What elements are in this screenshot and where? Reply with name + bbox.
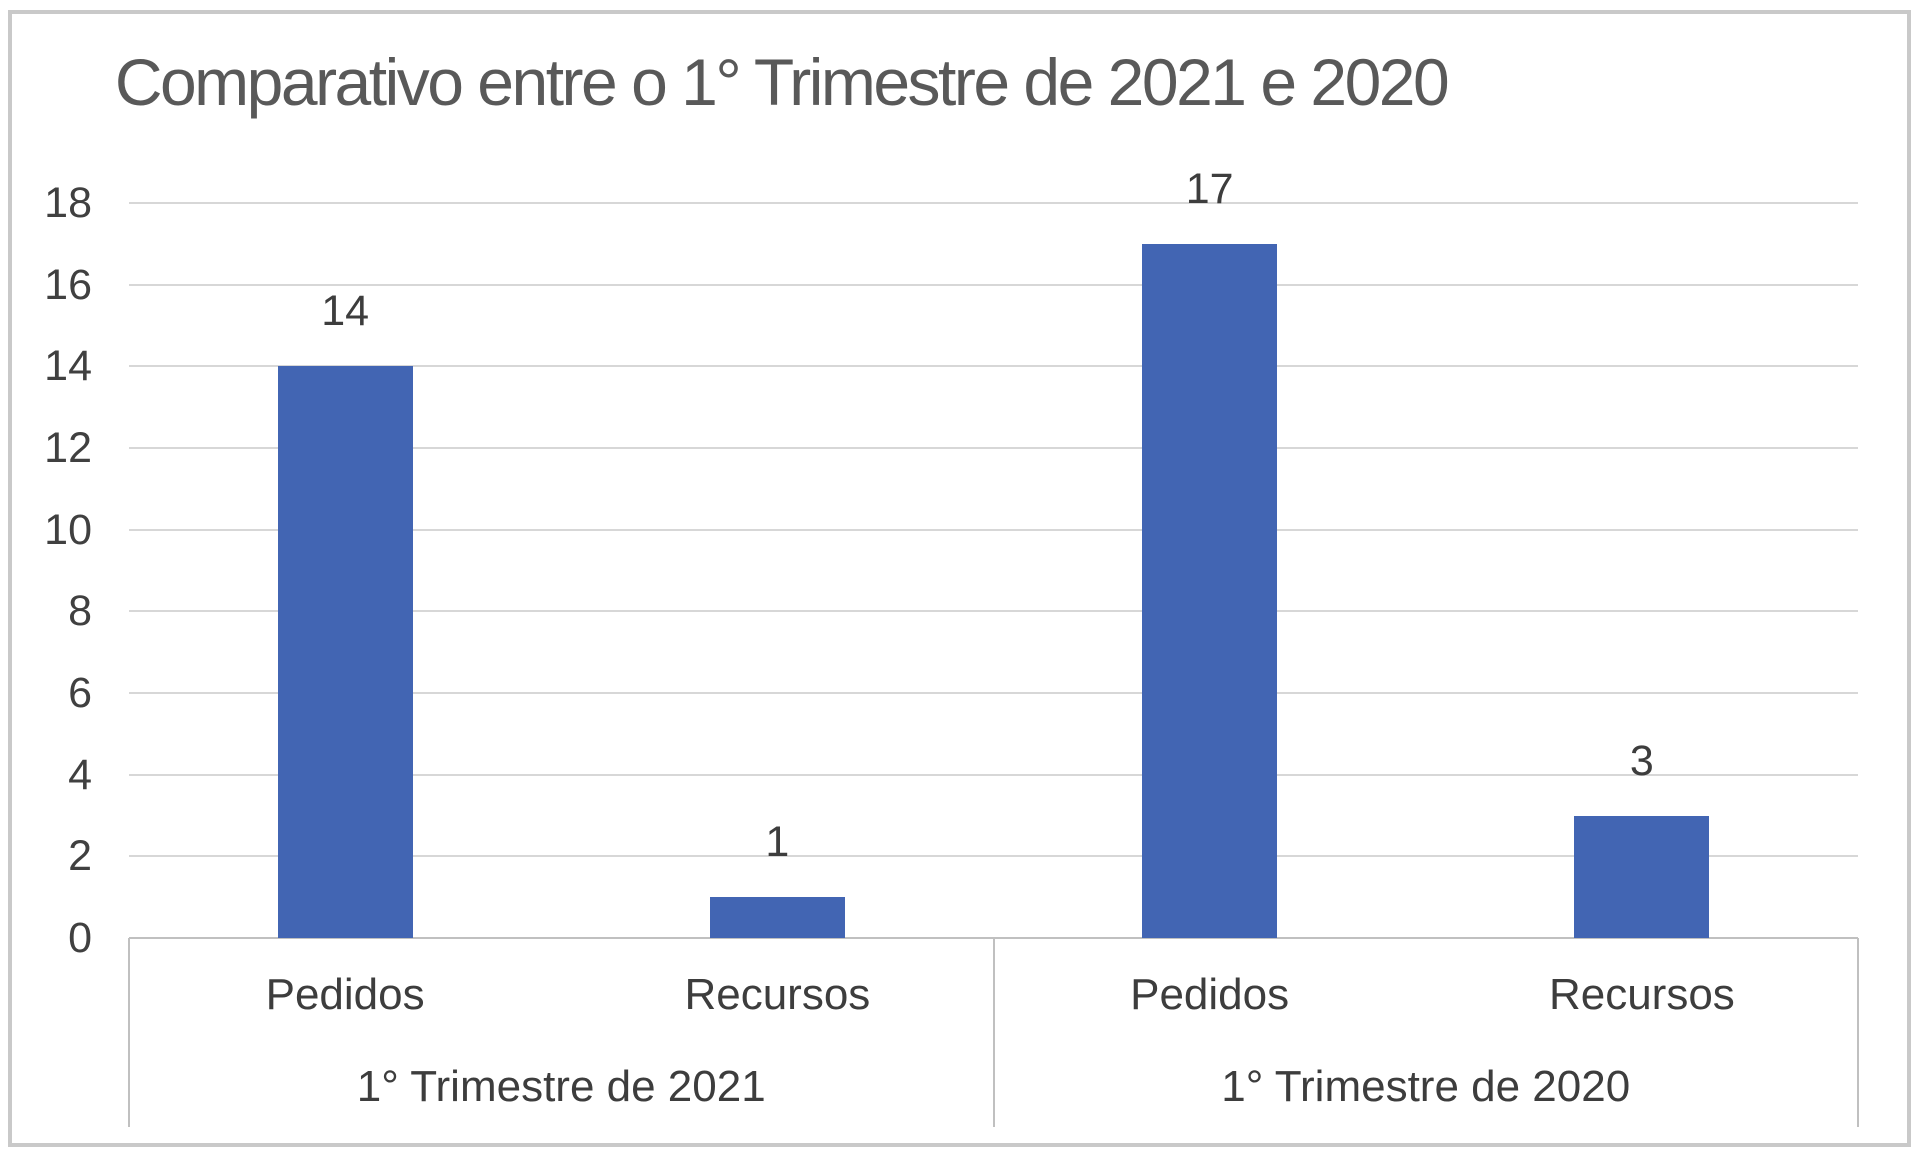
category-label-pedidos-2020: Pedidos [1130,970,1290,1019]
category-label-pedidos-2021: Pedidos [265,970,425,1019]
category-box-divider-2 [1857,938,1859,1127]
y-tick-label-4: 4 [68,750,92,799]
y-tick-label-14: 14 [44,342,92,391]
data-label-pedidos-2020: 17 [1185,164,1234,213]
data-label-recursos-2020: 3 [1629,736,1654,785]
y-tick-label-8: 8 [68,587,92,636]
y-tick-label-18: 18 [44,179,92,227]
y-tick-label-0: 0 [68,914,92,962]
y-gridline-14 [129,365,1858,368]
chart-title: Comparativo entre o 1° Trimestre de 2021… [114,45,1450,119]
y-tick-label-12: 12 [44,424,92,472]
category-box-divider-1 [992,938,995,1127]
category-label-recursos-2021: Recursos [684,970,871,1019]
y-gridline-16 [129,283,1858,286]
y-tick-label-10: 10 [44,505,92,554]
y-tick-label-6: 6 [68,669,92,717]
y-gridline-2 [129,855,1858,858]
category-box-divider-0 [128,938,130,1127]
data-label-pedidos-2021: 14 [321,287,370,336]
group-label-2021: 1° Trimestre de 2021 [356,1062,766,1111]
y-gridline-18 [129,202,1858,204]
category-label-recursos-2020: Recursos [1548,970,1735,1019]
bar-recursos-2021 [709,897,845,938]
y-gridline-8 [129,610,1858,613]
y-gridline-10 [129,528,1858,531]
y-tick-label-16: 16 [44,260,92,309]
y-gridline-12 [129,447,1858,449]
bar-recursos-2020 [1574,815,1710,938]
y-gridline-4 [129,773,1858,776]
bar-pedidos-2020 [1142,243,1278,938]
y-gridline-6 [129,692,1858,694]
data-label-recursos-2021: 1 [765,818,790,867]
y-tick-label-2: 2 [68,832,92,881]
bar-pedidos-2021 [277,366,413,938]
group-label-2020: 1° Trimestre de 2020 [1221,1062,1631,1111]
